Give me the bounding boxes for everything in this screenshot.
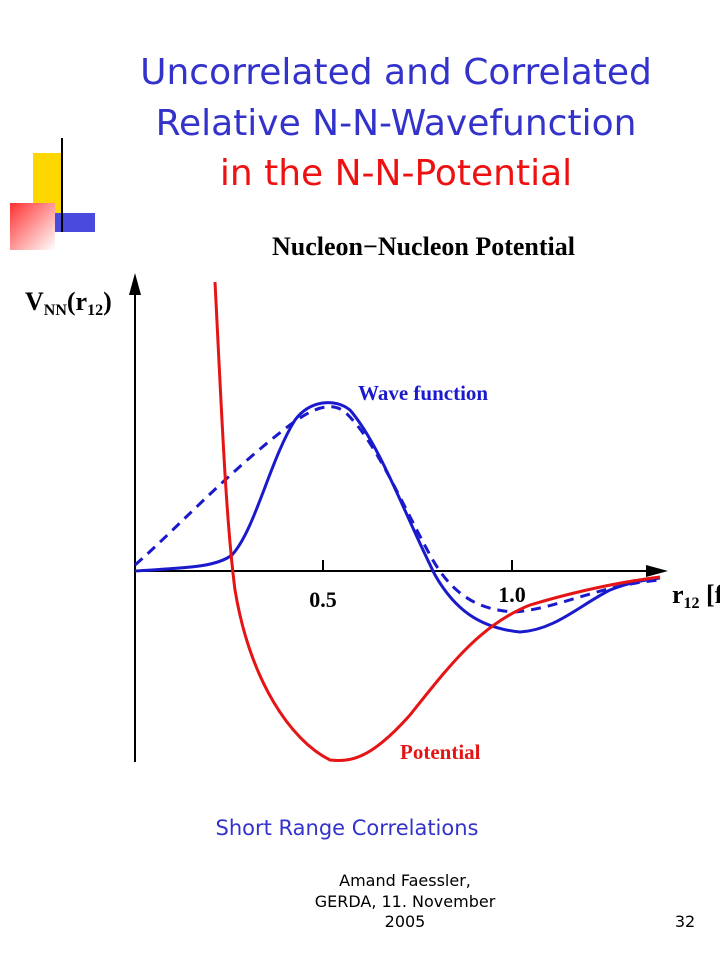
uncorrelated-wave <box>134 405 661 614</box>
page-number: 32 <box>675 912 695 931</box>
potential-label: Potential <box>400 740 481 764</box>
title-line: Relative N-N-Wavefunction <box>156 103 637 144</box>
y-axis-label: VNN(r12) <box>25 287 112 319</box>
label-part: ) <box>103 287 112 316</box>
figure-title: Nucleon−Nucleon Potential <box>272 232 575 261</box>
wave-label: Wave function <box>358 381 488 405</box>
label-part: V <box>25 287 44 316</box>
footer-line: GERDA, 11. November <box>315 892 496 911</box>
label-part: NN <box>44 302 68 319</box>
x-tick-label: 0.5 <box>309 587 337 612</box>
footer: Amand Faessler, GERDA, 11. November 2005 <box>315 871 496 931</box>
potential-curve <box>213 281 661 762</box>
decoration <box>10 138 95 250</box>
correlated-wave <box>134 401 661 634</box>
caption: Short Range Correlations <box>215 816 478 840</box>
red-block <box>10 203 55 250</box>
label-part: [f <box>700 580 720 609</box>
label-part: r <box>672 580 684 609</box>
label-part: 12 <box>87 302 103 319</box>
figure: Nucleon−Nucleon Potential VNN(r12) 0.5 1… <box>25 232 720 764</box>
footer-line: Amand Faessler, <box>339 871 471 890</box>
title-line: in the N-N-Potential <box>220 153 572 194</box>
title: Uncorrelated and Correlated Relative N-N… <box>140 52 652 194</box>
x-arrow <box>646 565 668 577</box>
blue-block <box>55 213 95 232</box>
x-axis-label: r12 [f <box>672 580 720 612</box>
footer-line: 2005 <box>385 912 426 931</box>
label-part: 12 <box>684 595 700 612</box>
label-part: (r <box>67 287 87 316</box>
title-line: Uncorrelated and Correlated <box>140 52 652 93</box>
y-arrow <box>129 273 141 295</box>
x-tick-label: 1.0 <box>498 582 526 607</box>
